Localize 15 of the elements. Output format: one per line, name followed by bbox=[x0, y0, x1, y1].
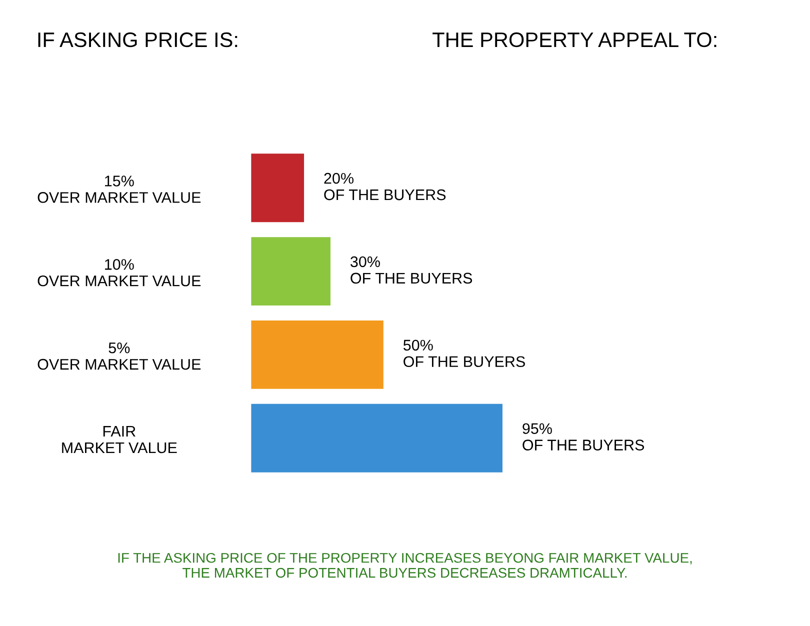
y-tick-label: 15% OVER MARKET VALUE bbox=[38, 176, 201, 203]
y-tick-label: 5% OVER MARKET VALUE bbox=[38, 342, 201, 370]
data-label: 50% OF THE BUYERS bbox=[403, 340, 525, 368]
y-tick-label: FAIR MARKET VALUE bbox=[62, 426, 177, 454]
bar bbox=[251, 237, 330, 306]
text: IF THE ASKING PRICE OF THE PROPERTY INCREASES BEYONG FAIR MARKET VALUE, THE MARKET OF POTENTIAL BUYERS DECREASES DRAMTICALLY. bbox=[118, 552, 692, 578]
data-label: 20% OF THE BUYERS bbox=[324, 172, 446, 200]
bar bbox=[251, 320, 384, 389]
data-label: 95% OF THE BUYERS bbox=[522, 423, 644, 450]
data-label: 30% OF THE BUYERS bbox=[350, 256, 472, 284]
y-tick-label: 10% OVER MARKET VALUE bbox=[38, 259, 201, 286]
text: THE PROPERTY APPEAL TO: bbox=[432, 32, 716, 48]
chart-title: IF ASKING PRICE IS: bbox=[38, 32, 238, 48]
bar bbox=[251, 154, 304, 222]
bar bbox=[251, 404, 502, 472]
